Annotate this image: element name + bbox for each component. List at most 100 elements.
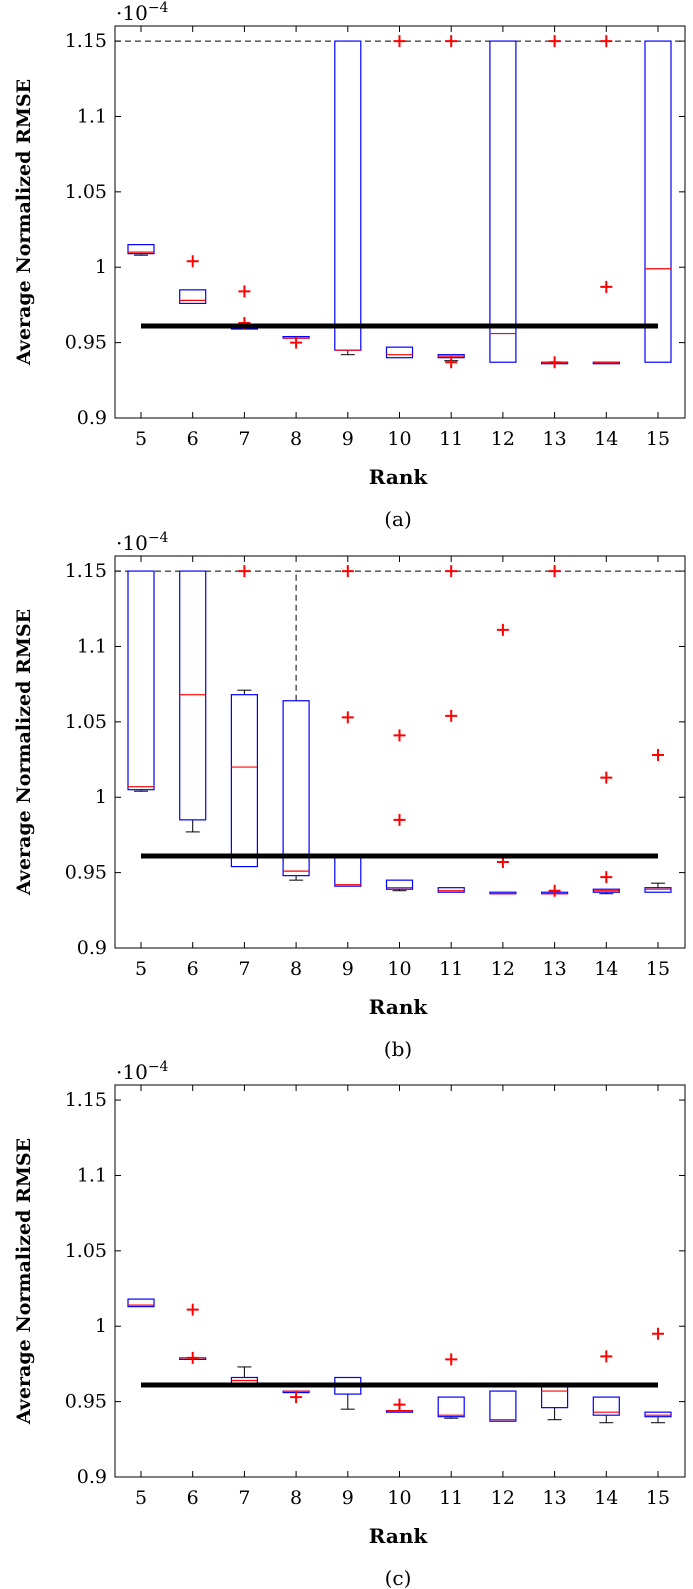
y-tick-label: 0.95	[65, 862, 107, 884]
outlier-marker	[445, 709, 458, 722]
x-tick-label: 13	[543, 1487, 567, 1509]
y-tick-label: 1.15	[65, 1089, 107, 1111]
x-tick-label: 14	[594, 428, 618, 450]
box-rank-13	[540, 35, 569, 369]
x-tick-label: 10	[387, 958, 411, 980]
chart-panel-3: 0.9 0.95 1 1.05 1.1 1.15 5 6 7 8 9 10 11 12 13 14 15 ·10−…	[13, 1059, 686, 1589]
box-body	[437, 887, 465, 893]
box-body	[385, 346, 414, 359]
plot-area	[114, 25, 686, 419]
box-rank-6	[179, 570, 207, 833]
y-tick-label: 1.1	[77, 1164, 107, 1186]
box-rank-10	[385, 35, 414, 359]
box-body	[385, 879, 414, 890]
box-rank-5	[127, 1298, 155, 1308]
panel-caption: (b)	[384, 1037, 412, 1061]
box-rank-7	[230, 565, 258, 868]
outlier-marker	[186, 255, 199, 268]
plot-area	[114, 1084, 686, 1478]
y-multiplier: ·10−4	[116, 530, 169, 555]
outlier-marker	[548, 356, 561, 369]
box-rank-9	[334, 565, 362, 887]
box-rank-14	[592, 35, 620, 365]
y-tick-label: 0.95	[65, 1391, 107, 1413]
box-rank-10	[385, 729, 414, 892]
x-tick-label: 6	[187, 1487, 199, 1509]
box-rank-11	[437, 35, 465, 369]
x-tick-label: 8	[290, 1487, 302, 1509]
x-axis-label: Rank	[369, 465, 429, 489]
box-rank-7	[230, 285, 258, 330]
outlier-marker	[600, 280, 613, 293]
x-tick-label: 10	[387, 1487, 411, 1509]
box-rank-15	[644, 40, 672, 363]
x-axis-label: Rank	[369, 995, 429, 1019]
x-tick-label: 11	[439, 958, 463, 980]
box-body	[127, 570, 155, 791]
x-tick-label: 8	[290, 958, 302, 980]
outlier-marker	[341, 711, 354, 724]
x-tick-label: 14	[594, 958, 618, 980]
x-tick-label: 15	[646, 428, 670, 450]
box-rank-8	[282, 1390, 310, 1404]
y-tick-label: 0.9	[77, 1466, 107, 1488]
outlier-marker	[393, 35, 406, 48]
panel-caption: (a)	[384, 507, 412, 531]
box-rank-9	[334, 40, 362, 356]
box-body	[437, 1396, 465, 1418]
y-multiplier-exponent: −4	[148, 530, 169, 546]
y-tick-label: 1	[95, 256, 107, 278]
x-tick-label: 12	[491, 1487, 515, 1509]
x-tick-label: 15	[646, 1487, 670, 1509]
box-body	[334, 856, 362, 887]
outlier-marker	[393, 729, 406, 742]
x-tick-label: 9	[342, 1487, 354, 1509]
box-rank-13	[540, 1385, 569, 1421]
x-tick-label: 5	[135, 1487, 147, 1509]
box-rank-12	[489, 40, 517, 363]
outlier-marker	[548, 35, 561, 48]
x-tick-label: 11	[439, 1487, 463, 1509]
outlier-marker	[548, 884, 561, 897]
y-tick-label: 1.05	[65, 181, 107, 203]
x-axis-label: Rank	[369, 1524, 429, 1548]
x-tick-label: 10	[387, 428, 411, 450]
outlier-marker	[238, 285, 251, 298]
x-tick-label: 11	[439, 428, 463, 450]
box-rank-11	[437, 1353, 465, 1419]
chart-panel-2: 0.9 0.95 1 1.05 1.1 1.15 5 6 7 8 9 10 11 12 13 14 15 ·10−…	[13, 530, 686, 1061]
outlier-marker	[393, 1398, 406, 1411]
box-rank-9	[334, 1376, 362, 1410]
x-tick-label: 9	[342, 958, 354, 980]
outlier-marker	[341, 565, 354, 578]
box-rank-12	[489, 1390, 517, 1422]
box-body	[179, 289, 207, 305]
y-tick-label: 1	[95, 786, 107, 808]
box-rank-6	[179, 255, 207, 305]
box-rank-13	[540, 565, 569, 897]
y-axis-label: Average Normalized RMSE	[13, 1138, 35, 1425]
box-rank-14	[592, 1350, 620, 1424]
box-rank-15	[644, 1327, 672, 1424]
box-body	[540, 1385, 569, 1409]
outlier-marker	[600, 35, 613, 48]
y-multiplier-exponent: −4	[148, 0, 169, 16]
y-multiplier: ·10−4	[116, 0, 169, 25]
outlier-marker	[238, 565, 251, 578]
x-tick-label: 5	[135, 958, 147, 980]
y-multiplier: ·10−4	[116, 1059, 169, 1084]
outlier-marker	[600, 1350, 613, 1363]
box-rank-11	[437, 565, 465, 893]
y-multiplier-exponent: −4	[148, 1059, 169, 1075]
chart-panel-1: 0.9 0.95 1 1.05 1.1 1.15 5 6 7 8 9 10 11 12 13 14 15 ·10−…	[13, 0, 686, 531]
box-rank-10	[385, 1398, 414, 1413]
outlier-marker	[445, 356, 458, 369]
x-tick-label: 15	[646, 958, 670, 980]
x-tick-label: 7	[238, 1487, 250, 1509]
y-multiplier-base: ·10	[116, 1060, 148, 1084]
box-rank-8	[282, 335, 310, 349]
y-tick-label: 1.05	[65, 711, 107, 733]
x-tick-label: 5	[135, 428, 147, 450]
y-axis-label: Average Normalized RMSE	[13, 609, 35, 896]
